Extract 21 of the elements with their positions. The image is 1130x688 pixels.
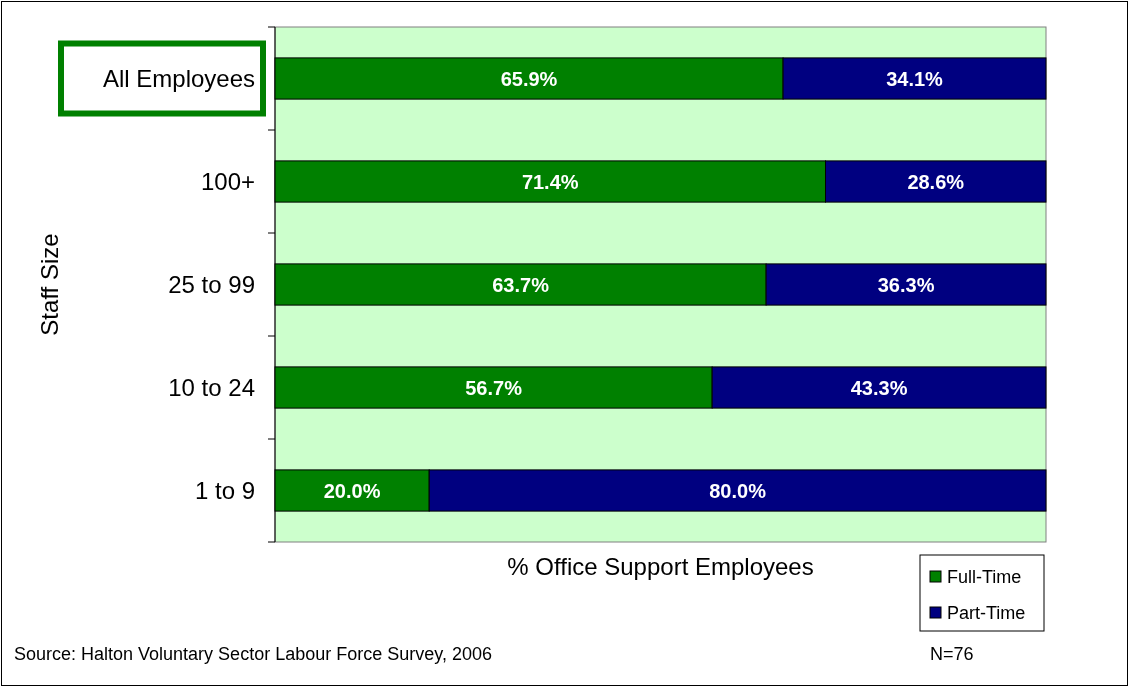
data-label: 20.0% [323, 479, 381, 502]
data-label: 34.1% [886, 67, 944, 90]
data-label: 65.9% [500, 67, 558, 90]
y-tick-label: 10 to 24 [168, 373, 255, 401]
y-tick-label: 25 to 99 [168, 270, 255, 298]
data-label: 63.7% [492, 273, 550, 296]
legend-label: Full-Time [947, 567, 1022, 588]
data-label: 43.3% [850, 376, 908, 399]
y-tick-label: 100+ [200, 167, 255, 195]
source-note: Source: Halton Voluntary Sector Labour Force Survey, 2006 [14, 644, 492, 664]
data-label: 80.0% [709, 479, 767, 502]
text: N=76 [930, 644, 974, 664]
data-label: 71.4% [521, 170, 579, 193]
y-tick-label: 1 to 9 [194, 476, 255, 504]
x-axis-title: % Office Support Employees [507, 553, 814, 580]
y-tick-label: All Employees [102, 64, 255, 92]
data-label: 56.7% [465, 376, 523, 399]
y-axis-title: Staff Size [36, 233, 63, 336]
legend-label: Part-Time [947, 603, 1026, 624]
data-label: 28.6% [907, 170, 965, 193]
data-label: 36.3% [877, 273, 935, 296]
